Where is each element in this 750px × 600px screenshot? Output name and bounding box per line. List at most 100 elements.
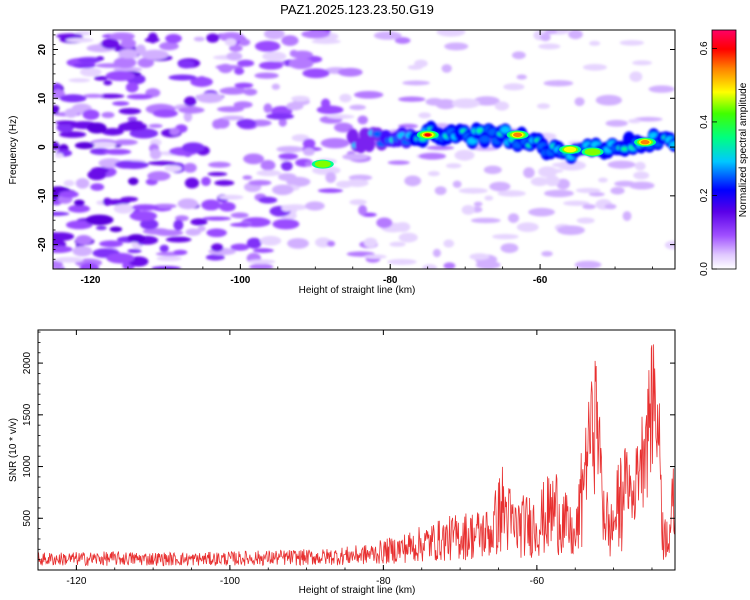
noise-blob xyxy=(345,179,369,187)
noise-blob xyxy=(105,70,136,81)
spectrogram-ytick-label: 10 xyxy=(37,92,48,104)
noise-blob xyxy=(218,194,244,200)
noise-blob xyxy=(206,33,220,43)
noise-blob xyxy=(582,64,607,71)
noise-blob xyxy=(301,30,330,39)
spectrogram-ytick-label: 20 xyxy=(37,44,48,56)
snr-xtick-label: -100 xyxy=(220,576,240,587)
noise-blob xyxy=(589,40,601,46)
noise-blob xyxy=(68,204,91,213)
noise-blob xyxy=(77,57,101,64)
noise-blob xyxy=(236,118,257,129)
spectrogram-xtick-label: -60 xyxy=(533,275,548,286)
noise-blob xyxy=(238,38,251,46)
noise-blob xyxy=(169,127,180,136)
noise-blob xyxy=(246,237,262,249)
noise-blob xyxy=(101,111,115,119)
noise-blob xyxy=(278,153,299,160)
noise-blob xyxy=(59,94,87,103)
colorbar-tick-label: 0.6 xyxy=(699,41,710,55)
noise-blob xyxy=(164,165,182,172)
noise-blob xyxy=(427,170,440,177)
noise-blob xyxy=(53,245,73,253)
noise-blob xyxy=(327,240,336,247)
noise-blob xyxy=(53,260,63,269)
noise-blob xyxy=(183,162,197,173)
noise-blob xyxy=(82,109,100,120)
noise-blob xyxy=(106,252,135,264)
noise-blob xyxy=(243,88,258,96)
noise-blob xyxy=(230,222,252,227)
noise-blob xyxy=(538,43,561,50)
noise-blob xyxy=(183,111,193,122)
noise-blob xyxy=(95,225,107,231)
noise-blob xyxy=(153,203,177,209)
noise-blob xyxy=(125,82,139,93)
noise-blob xyxy=(271,83,281,90)
noise-blob xyxy=(538,166,558,178)
spectrogram-ytick-label: -10 xyxy=(37,188,48,203)
snr-ticks: -120 -100 -80 -60 500 1000 1500 2000 xyxy=(22,330,675,587)
noise-blob xyxy=(358,204,368,216)
noise-blob xyxy=(541,250,553,257)
noise-blob xyxy=(114,160,139,169)
noise-blob xyxy=(206,228,227,238)
noise-blob xyxy=(470,217,501,224)
noise-blob xyxy=(568,30,583,40)
colorbar-frame xyxy=(711,29,737,270)
noise-blob xyxy=(337,67,363,77)
colorbar: 0.0 0.2 0.4 0.6 Normalized spectral amplitu… xyxy=(699,29,749,276)
noise-blob xyxy=(489,181,511,192)
snr-ylabel: SNR (10 * v/v) xyxy=(8,418,19,482)
peak-contour xyxy=(424,133,431,137)
noise-blob xyxy=(633,171,650,180)
noise-blob xyxy=(598,177,608,183)
noise-blob xyxy=(604,203,617,210)
peak-contour xyxy=(314,160,331,168)
noise-blob xyxy=(113,203,134,214)
noise-blob xyxy=(85,214,114,226)
noise-blob xyxy=(185,228,202,236)
noise-blob xyxy=(113,139,138,146)
noise-blob xyxy=(112,101,130,106)
noise-blob xyxy=(68,78,91,83)
noise-blob xyxy=(540,33,551,42)
noise-blob xyxy=(118,122,148,131)
noise-blob xyxy=(302,68,330,79)
noise-blob xyxy=(113,66,143,73)
noise-blob xyxy=(148,123,163,128)
noise-blob xyxy=(90,166,109,174)
spectrogram-xtick-label: -120 xyxy=(80,275,100,286)
noise-blob xyxy=(55,120,77,125)
noise-blob xyxy=(207,172,228,177)
signal-peaks xyxy=(311,130,657,169)
noise-blob xyxy=(349,104,366,111)
noise-blob xyxy=(90,183,105,191)
noise-blob xyxy=(523,167,535,179)
noise-blob xyxy=(607,160,636,169)
noise-blob xyxy=(224,38,237,47)
noise-blob xyxy=(574,97,585,107)
noise-blob xyxy=(260,160,276,171)
noise-blob xyxy=(271,184,294,196)
noise-blob xyxy=(196,76,208,87)
noise-blob xyxy=(249,263,274,269)
noise-blob xyxy=(418,112,432,119)
noise-blob xyxy=(56,33,83,39)
noise-blob xyxy=(147,171,171,181)
noise-blob xyxy=(441,64,452,73)
noise-blob xyxy=(54,152,64,158)
noise-blob xyxy=(469,253,490,261)
noise-blob xyxy=(339,93,352,103)
noise-blob xyxy=(233,101,253,109)
noise-blob xyxy=(557,225,585,235)
noise-blob xyxy=(159,244,169,253)
noise-blob xyxy=(196,92,224,104)
noise-blob xyxy=(101,38,120,50)
noise-blob xyxy=(363,254,387,259)
noise-blob xyxy=(168,74,197,81)
noise-blob xyxy=(208,161,231,168)
noise-blob xyxy=(633,116,663,122)
noise-blob xyxy=(349,199,367,206)
